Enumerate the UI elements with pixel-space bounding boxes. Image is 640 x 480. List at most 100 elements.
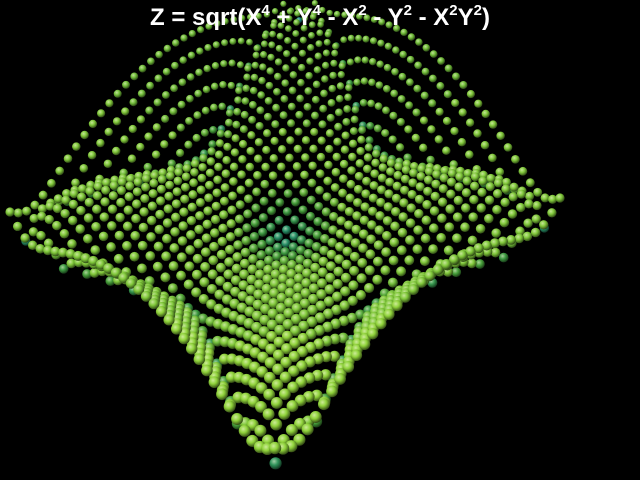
surface-point bbox=[317, 267, 328, 278]
surface-point bbox=[252, 51, 260, 59]
surface-point bbox=[125, 278, 137, 289]
surface-point bbox=[201, 106, 210, 115]
surface-point bbox=[256, 250, 267, 260]
surface-point bbox=[391, 68, 399, 76]
surface-point bbox=[272, 251, 282, 261]
surface-point bbox=[20, 233, 30, 243]
surface-point bbox=[363, 164, 372, 174]
surface-point bbox=[105, 99, 114, 108]
surface-point bbox=[530, 227, 541, 238]
surface-point bbox=[279, 371, 292, 384]
surface-point bbox=[493, 189, 503, 199]
surface-point bbox=[299, 309, 310, 320]
surface-point bbox=[162, 218, 173, 228]
surface-point bbox=[169, 243, 180, 253]
surface-point bbox=[363, 14, 371, 22]
surface-point bbox=[336, 82, 345, 90]
surface-point bbox=[405, 218, 416, 228]
surface-point bbox=[106, 242, 116, 252]
surface-point bbox=[271, 120, 280, 129]
surface-point bbox=[240, 110, 249, 119]
surface-point bbox=[452, 212, 463, 222]
surface-point bbox=[233, 240, 243, 250]
surface-point bbox=[475, 259, 485, 269]
surface-point bbox=[192, 253, 203, 264]
surface-point bbox=[221, 294, 233, 305]
surface-point bbox=[153, 241, 164, 252]
surface-point bbox=[255, 121, 264, 131]
surface-point bbox=[424, 270, 436, 282]
surface-point bbox=[309, 144, 318, 153]
surface-point bbox=[282, 318, 294, 330]
surface-point bbox=[259, 63, 267, 71]
surface-point bbox=[277, 22, 285, 29]
surface-point bbox=[423, 186, 433, 196]
surface-point bbox=[393, 24, 401, 32]
surface-point bbox=[305, 211, 316, 221]
surface-point bbox=[419, 256, 430, 267]
surface-point bbox=[284, 297, 295, 309]
surface-point bbox=[467, 235, 478, 246]
title-part: - X bbox=[321, 4, 359, 31]
surface-point bbox=[422, 44, 431, 52]
surface-point bbox=[220, 60, 228, 68]
surface-point bbox=[72, 142, 81, 151]
surface-point bbox=[200, 128, 209, 137]
surface-point bbox=[75, 224, 85, 234]
surface-point bbox=[312, 230, 322, 240]
surface-point bbox=[309, 13, 317, 20]
surface-point bbox=[321, 207, 331, 217]
surface-point bbox=[346, 312, 358, 324]
surface-point bbox=[302, 7, 309, 15]
surface-point bbox=[223, 269, 234, 280]
surface-point bbox=[205, 180, 214, 190]
surface-point bbox=[311, 95, 320, 104]
surface-point bbox=[289, 71, 298, 79]
surface-point bbox=[466, 258, 477, 269]
surface-point bbox=[406, 203, 416, 213]
surface-point bbox=[273, 232, 283, 242]
surface-point bbox=[531, 214, 541, 224]
surface-point bbox=[445, 204, 455, 214]
surface-point bbox=[302, 268, 312, 279]
surface-point bbox=[382, 106, 390, 115]
surface-point bbox=[289, 337, 301, 349]
surface-point bbox=[206, 299, 217, 310]
surface-point bbox=[452, 233, 462, 244]
surface-point bbox=[259, 196, 269, 206]
surface-point bbox=[138, 222, 149, 233]
surface-point bbox=[250, 218, 260, 228]
surface-point bbox=[437, 213, 447, 224]
surface-point bbox=[77, 192, 87, 202]
surface-point bbox=[498, 236, 508, 247]
surface-point bbox=[262, 145, 271, 155]
surface-point bbox=[416, 171, 426, 181]
surface-point bbox=[215, 262, 226, 273]
surface-point bbox=[297, 332, 309, 344]
surface-point bbox=[163, 44, 172, 53]
surface-point bbox=[269, 278, 280, 289]
surface-point bbox=[302, 119, 311, 128]
surface-point bbox=[356, 273, 367, 284]
surface-point bbox=[332, 152, 341, 162]
surface-point bbox=[429, 50, 438, 58]
surface-point bbox=[267, 206, 277, 216]
surface-point bbox=[211, 201, 221, 211]
surface-point bbox=[413, 84, 422, 93]
surface-point bbox=[369, 58, 377, 66]
surface-point bbox=[108, 191, 118, 201]
surface-point bbox=[230, 286, 241, 297]
surface-point bbox=[273, 336, 285, 348]
surface-point bbox=[151, 150, 161, 159]
surface-point bbox=[225, 244, 235, 255]
surface-point bbox=[328, 225, 338, 235]
surface-point bbox=[238, 14, 246, 22]
surface-point bbox=[170, 84, 178, 93]
surface-point bbox=[249, 231, 260, 242]
surface-point bbox=[176, 123, 185, 132]
surface-point bbox=[232, 120, 241, 129]
surface-point bbox=[308, 31, 315, 39]
surface-point bbox=[312, 80, 321, 89]
surface-point bbox=[443, 90, 452, 99]
surface-point bbox=[415, 182, 425, 192]
